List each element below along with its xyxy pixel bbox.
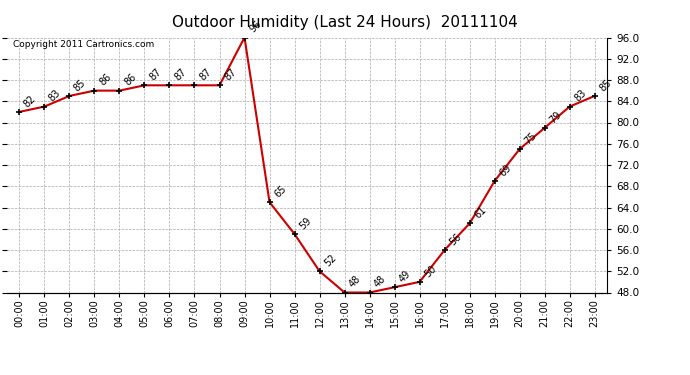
Text: 48: 48 bbox=[347, 274, 363, 290]
Text: 86: 86 bbox=[122, 72, 138, 88]
Text: Outdoor Humidity (Last 24 Hours)  20111104: Outdoor Humidity (Last 24 Hours) 2011110… bbox=[172, 15, 518, 30]
Text: 83: 83 bbox=[573, 88, 588, 104]
Text: 56: 56 bbox=[447, 231, 463, 247]
Text: 85: 85 bbox=[72, 77, 88, 93]
Text: 65: 65 bbox=[273, 184, 288, 200]
Text: 49: 49 bbox=[397, 268, 413, 284]
Text: 87: 87 bbox=[222, 67, 238, 82]
Text: 50: 50 bbox=[422, 263, 438, 279]
Text: 96: 96 bbox=[247, 19, 263, 35]
Text: Copyright 2011 Cartronics.com: Copyright 2011 Cartronics.com bbox=[13, 40, 154, 49]
Text: 75: 75 bbox=[522, 130, 538, 146]
Text: 87: 87 bbox=[197, 67, 213, 82]
Text: 86: 86 bbox=[97, 72, 113, 88]
Text: 87: 87 bbox=[147, 67, 163, 82]
Text: 52: 52 bbox=[322, 252, 338, 268]
Text: 83: 83 bbox=[47, 88, 63, 104]
Text: 61: 61 bbox=[473, 205, 488, 220]
Text: 79: 79 bbox=[547, 109, 563, 125]
Text: 59: 59 bbox=[297, 216, 313, 231]
Text: 82: 82 bbox=[22, 93, 38, 109]
Text: 48: 48 bbox=[373, 274, 388, 290]
Text: 85: 85 bbox=[598, 77, 613, 93]
Text: 87: 87 bbox=[172, 67, 188, 82]
Text: 69: 69 bbox=[497, 162, 513, 178]
